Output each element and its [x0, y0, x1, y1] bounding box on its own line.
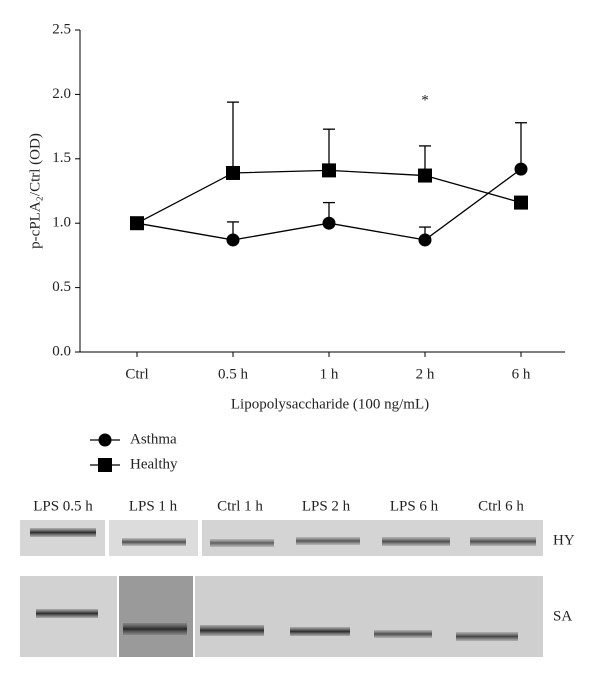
legend-marker [98, 433, 112, 447]
lane-label: LPS 2 h [302, 498, 351, 514]
point [514, 162, 528, 176]
y-tick-label: 2.0 [52, 86, 71, 102]
error-bar [227, 101, 239, 173]
y-tick-label: 1.0 [52, 215, 71, 231]
x-tick-label: 2 h [416, 366, 435, 382]
legend-marker [98, 458, 112, 472]
y-tick-label: 0.0 [52, 343, 71, 359]
annotation: * [421, 92, 429, 108]
error-bar [515, 122, 527, 170]
y-axis-label: p-cPLA₂/Ctrl (OD) [27, 133, 43, 249]
row-label: HY [553, 532, 575, 548]
legend-label: Healthy [130, 456, 178, 472]
y-tick-label: 1.5 [52, 150, 71, 166]
point [322, 163, 336, 178]
point [226, 165, 240, 180]
y-tick-label: 0.5 [52, 279, 71, 295]
lane-label: Ctrl 1 h [217, 498, 263, 514]
x-tick-label: 0.5 h [218, 366, 249, 382]
x-tick-label: Ctrl [125, 366, 148, 382]
point [130, 216, 144, 231]
blot-image [20, 520, 543, 657]
lane-label: Ctrl 6 h [478, 498, 524, 514]
point [418, 233, 432, 247]
point [514, 195, 528, 210]
x-tick-label: 6 h [512, 366, 531, 382]
legend-label: Asthma [130, 431, 177, 447]
y-tick-label: 2.5 [52, 21, 71, 37]
x-tick-label: 1 h [320, 366, 339, 382]
row-label: SA [553, 608, 572, 624]
x-axis-label: Lipopolysaccharide (100 ng/mL) [231, 396, 429, 412]
point [322, 216, 336, 230]
point [226, 233, 240, 247]
point [418, 168, 432, 183]
lane-label: LPS 1 h [129, 498, 178, 514]
lane-label: LPS 0.5 h [33, 498, 93, 514]
lane-label: LPS 6 h [390, 498, 439, 514]
